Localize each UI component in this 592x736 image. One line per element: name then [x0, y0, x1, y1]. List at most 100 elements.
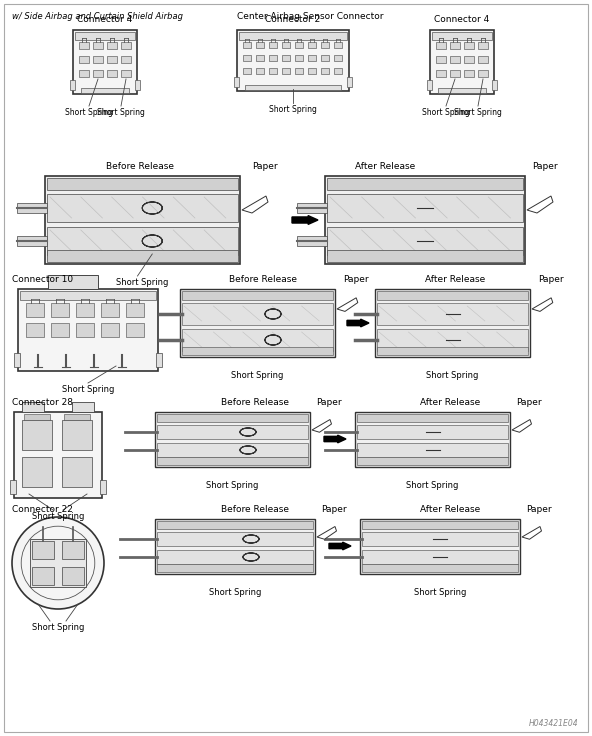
Text: Paper: Paper — [316, 398, 342, 407]
Polygon shape — [312, 420, 332, 432]
Bar — [182, 291, 333, 300]
Bar — [308, 68, 316, 74]
Bar — [297, 236, 327, 246]
Bar — [357, 457, 508, 465]
Bar — [26, 303, 44, 317]
Bar — [157, 532, 313, 546]
Text: Short Spring: Short Spring — [32, 623, 84, 632]
Bar — [377, 303, 528, 325]
Bar — [464, 70, 474, 77]
Bar — [357, 425, 508, 439]
Polygon shape — [522, 526, 542, 539]
Bar — [438, 88, 486, 93]
Bar — [295, 55, 303, 61]
Text: Connector 4: Connector 4 — [435, 15, 490, 24]
Bar — [362, 550, 518, 564]
Bar — [79, 42, 89, 49]
Bar — [47, 227, 238, 255]
Polygon shape — [242, 196, 268, 213]
Bar — [126, 303, 144, 317]
Bar — [156, 353, 162, 367]
Bar — [321, 42, 329, 48]
Bar — [256, 55, 264, 61]
Bar — [237, 30, 349, 91]
Bar — [355, 412, 510, 467]
Bar — [22, 402, 44, 412]
Bar — [357, 414, 508, 422]
Polygon shape — [324, 435, 346, 443]
Text: Center Airbag Sensor Connector: Center Airbag Sensor Connector — [237, 12, 383, 21]
Bar — [180, 289, 335, 357]
Bar — [157, 550, 313, 564]
Bar — [360, 519, 520, 574]
Bar — [121, 56, 131, 63]
Bar — [14, 412, 102, 498]
Bar — [10, 480, 16, 494]
Bar — [321, 68, 329, 74]
Text: Paper: Paper — [526, 505, 552, 514]
Bar — [30, 539, 86, 587]
Bar — [76, 303, 94, 317]
Bar — [269, 42, 277, 48]
Bar — [51, 323, 69, 337]
Bar — [22, 420, 52, 450]
Bar — [51, 303, 69, 317]
Bar — [362, 564, 518, 572]
Bar — [464, 42, 474, 49]
Text: Connector 2: Connector 2 — [265, 15, 321, 24]
Text: After Release: After Release — [420, 505, 480, 514]
Bar — [101, 323, 119, 337]
Text: Short Spring: Short Spring — [454, 108, 502, 117]
Bar — [107, 70, 117, 77]
Bar — [155, 412, 310, 467]
Bar — [32, 567, 54, 585]
Bar — [450, 42, 460, 49]
Bar — [427, 80, 432, 90]
Bar — [450, 70, 460, 77]
Bar — [62, 420, 92, 450]
Bar — [478, 56, 488, 63]
Bar — [492, 80, 497, 90]
Bar — [14, 353, 20, 367]
Bar — [297, 203, 327, 213]
Bar — [377, 329, 528, 351]
Bar — [239, 32, 347, 40]
Bar — [157, 457, 308, 465]
Bar — [157, 414, 308, 422]
Bar — [464, 56, 474, 63]
Bar — [157, 521, 313, 529]
Text: Paper: Paper — [321, 505, 347, 514]
Text: Paper: Paper — [516, 398, 542, 407]
Bar — [282, 68, 290, 74]
Bar — [234, 77, 239, 87]
Bar — [17, 236, 47, 246]
Bar — [121, 42, 131, 49]
Bar — [79, 56, 89, 63]
Text: After Release: After Release — [355, 162, 415, 171]
Bar — [436, 42, 446, 49]
Polygon shape — [337, 298, 358, 311]
Bar — [101, 303, 119, 317]
Text: Paper: Paper — [532, 162, 558, 171]
Bar — [24, 414, 50, 420]
Text: Short Spring: Short Spring — [231, 371, 284, 380]
Bar — [377, 347, 528, 355]
Text: Short Spring: Short Spring — [65, 108, 113, 117]
Bar — [243, 68, 251, 74]
Polygon shape — [527, 196, 553, 213]
Text: Short Spring: Short Spring — [422, 108, 470, 117]
Bar — [450, 56, 460, 63]
Bar — [157, 564, 313, 572]
Text: Short Spring: Short Spring — [426, 371, 479, 380]
Bar — [321, 55, 329, 61]
Bar — [70, 80, 75, 90]
Text: Before Release: Before Release — [221, 505, 289, 514]
Text: Short Spring: Short Spring — [97, 108, 145, 117]
Bar — [256, 68, 264, 74]
Bar — [107, 42, 117, 49]
Polygon shape — [317, 526, 336, 539]
Bar — [269, 68, 277, 74]
Bar — [64, 414, 90, 420]
Bar — [100, 480, 106, 494]
Text: Short Spring: Short Spring — [62, 385, 114, 394]
